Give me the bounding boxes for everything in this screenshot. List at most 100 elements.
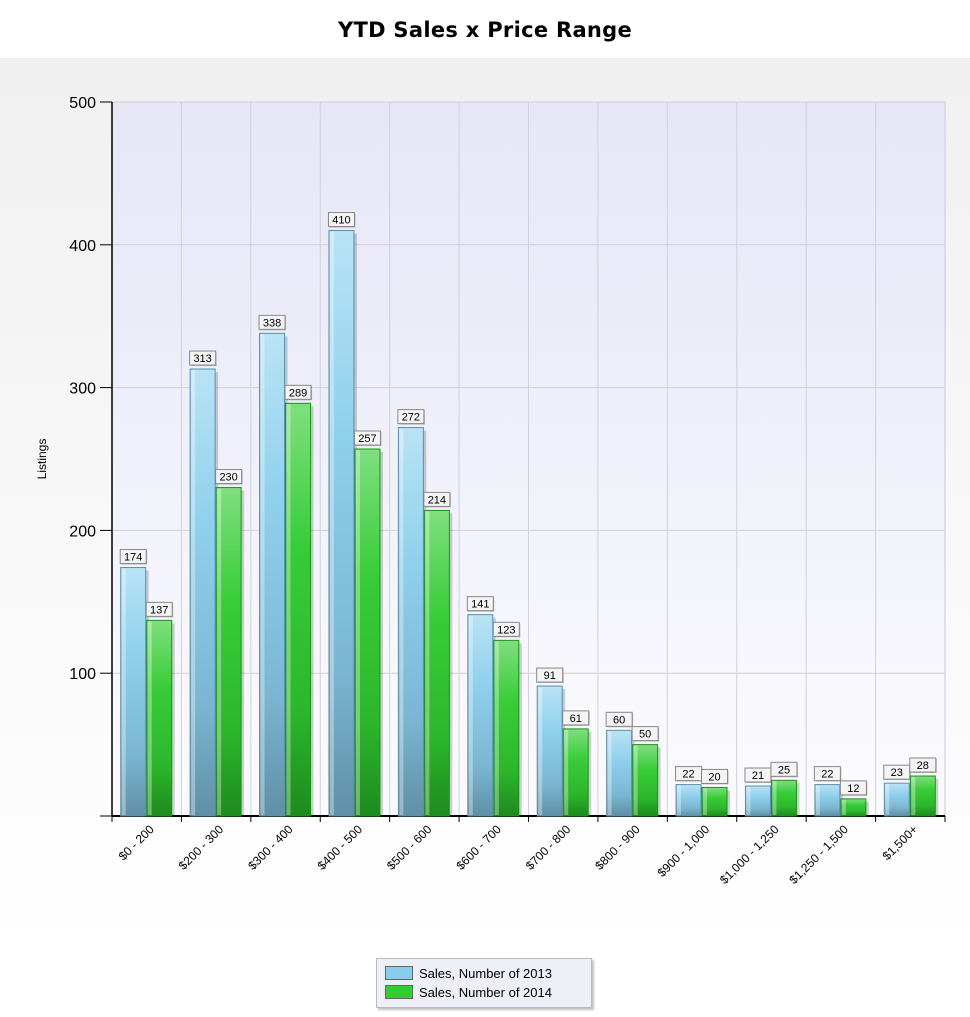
title-band — [0, 0, 970, 58]
data-label-box — [397, 409, 425, 425]
y-tick-label: 200 — [69, 523, 96, 540]
legend-item-2014: Sales, Number of 2014 — [385, 983, 552, 1001]
legend-swatch-2013 — [385, 966, 413, 980]
data-label: 91 — [544, 670, 556, 682]
bar-2014 — [354, 448, 381, 817]
bar-highlight — [260, 334, 265, 815]
bar-highlight — [703, 788, 708, 815]
data-label-box — [536, 667, 564, 683]
bar-2014 — [215, 487, 242, 817]
bar-highlight — [191, 370, 196, 815]
bar-highlight — [538, 687, 543, 815]
bar-highlight — [425, 511, 430, 815]
bar-highlight — [885, 784, 890, 815]
data-label: 174 — [124, 552, 142, 564]
data-label-box — [813, 766, 841, 782]
bar-highlight — [911, 777, 916, 815]
bar-highlight — [399, 428, 404, 815]
data-label: 137 — [150, 604, 168, 616]
data-label-box — [605, 711, 633, 727]
data-label: 289 — [289, 387, 307, 399]
bar-highlight — [841, 799, 846, 815]
bar-highlight — [286, 404, 291, 815]
bar-2013 — [467, 614, 494, 817]
bar-highlight — [468, 615, 473, 815]
data-label-box — [353, 430, 381, 446]
data-label-box — [423, 491, 451, 507]
bar-2013 — [328, 230, 355, 817]
bar-2014 — [562, 728, 589, 817]
bar-2014 — [423, 509, 450, 817]
y-tick-label: 500 — [69, 95, 96, 112]
bar-2014 — [770, 779, 797, 817]
bar-2013 — [883, 782, 910, 817]
bar-highlight — [121, 568, 126, 815]
y-axis-label: Listings — [35, 439, 49, 480]
data-label-box — [701, 768, 729, 784]
data-label-box — [839, 780, 867, 796]
data-label-box — [631, 726, 659, 742]
data-label: 22 — [821, 769, 833, 781]
data-label: 313 — [193, 353, 211, 365]
data-label-box — [189, 350, 217, 366]
data-label: 257 — [358, 433, 376, 445]
data-label: 28 — [917, 760, 929, 772]
bar-highlight — [329, 231, 334, 815]
data-label: 20 — [708, 771, 720, 783]
legend-label-2013: Sales, Number of 2013 — [419, 965, 552, 981]
data-label: 60 — [613, 714, 625, 726]
bar-highlight — [564, 729, 569, 815]
bar-2013 — [120, 567, 147, 817]
y-tick-label: 300 — [69, 381, 96, 398]
data-label: 21 — [752, 770, 764, 782]
bar-highlight — [815, 785, 820, 815]
data-label: 50 — [639, 729, 651, 741]
y-tick-label: 400 — [69, 238, 96, 255]
chart-title: YTD Sales x Price Range — [337, 18, 633, 42]
data-label: 338 — [263, 317, 281, 329]
data-label: 23 — [891, 767, 903, 779]
bar-highlight — [355, 450, 360, 815]
bar-2013 — [397, 427, 424, 817]
bar-2014 — [493, 639, 520, 817]
data-label-box — [562, 710, 590, 726]
chart-legend: Sales, Number of 2013 Sales, Number of 2… — [376, 958, 592, 1008]
bar-highlight — [633, 745, 638, 815]
bar-2013 — [189, 368, 216, 817]
data-label: 230 — [219, 472, 237, 484]
data-label: 272 — [402, 412, 420, 424]
bar-2013 — [814, 784, 841, 817]
data-label: 25 — [778, 764, 790, 776]
bar-2014 — [632, 744, 659, 817]
bar-2013 — [259, 332, 286, 817]
bar-highlight — [746, 787, 751, 815]
bar-2014 — [840, 798, 867, 817]
bar-2013 — [536, 685, 563, 817]
data-label-box — [909, 757, 937, 773]
data-label-box — [215, 469, 243, 485]
data-label: 61 — [570, 713, 582, 725]
data-label: 22 — [682, 769, 694, 781]
data-label: 141 — [471, 599, 489, 611]
legend-item-2013: Sales, Number of 2013 — [385, 964, 552, 982]
data-label-box — [466, 596, 494, 612]
bar-2013 — [744, 785, 771, 817]
bar-highlight — [772, 781, 777, 815]
data-label-box — [258, 314, 286, 330]
legend-swatch-2014 — [385, 985, 413, 999]
bar-2014 — [909, 775, 936, 817]
bar-highlight — [607, 731, 612, 815]
bar-highlight — [494, 641, 499, 815]
bar-highlight — [677, 785, 682, 815]
data-label: 410 — [332, 215, 350, 227]
data-label-box — [145, 601, 173, 617]
bar-2013 — [675, 784, 702, 817]
data-label: 214 — [428, 494, 446, 506]
data-label: 12 — [847, 783, 859, 795]
data-label-box — [119, 549, 147, 565]
bar-2014 — [701, 786, 728, 817]
bar-2014 — [285, 402, 312, 817]
bar-highlight — [147, 621, 152, 815]
